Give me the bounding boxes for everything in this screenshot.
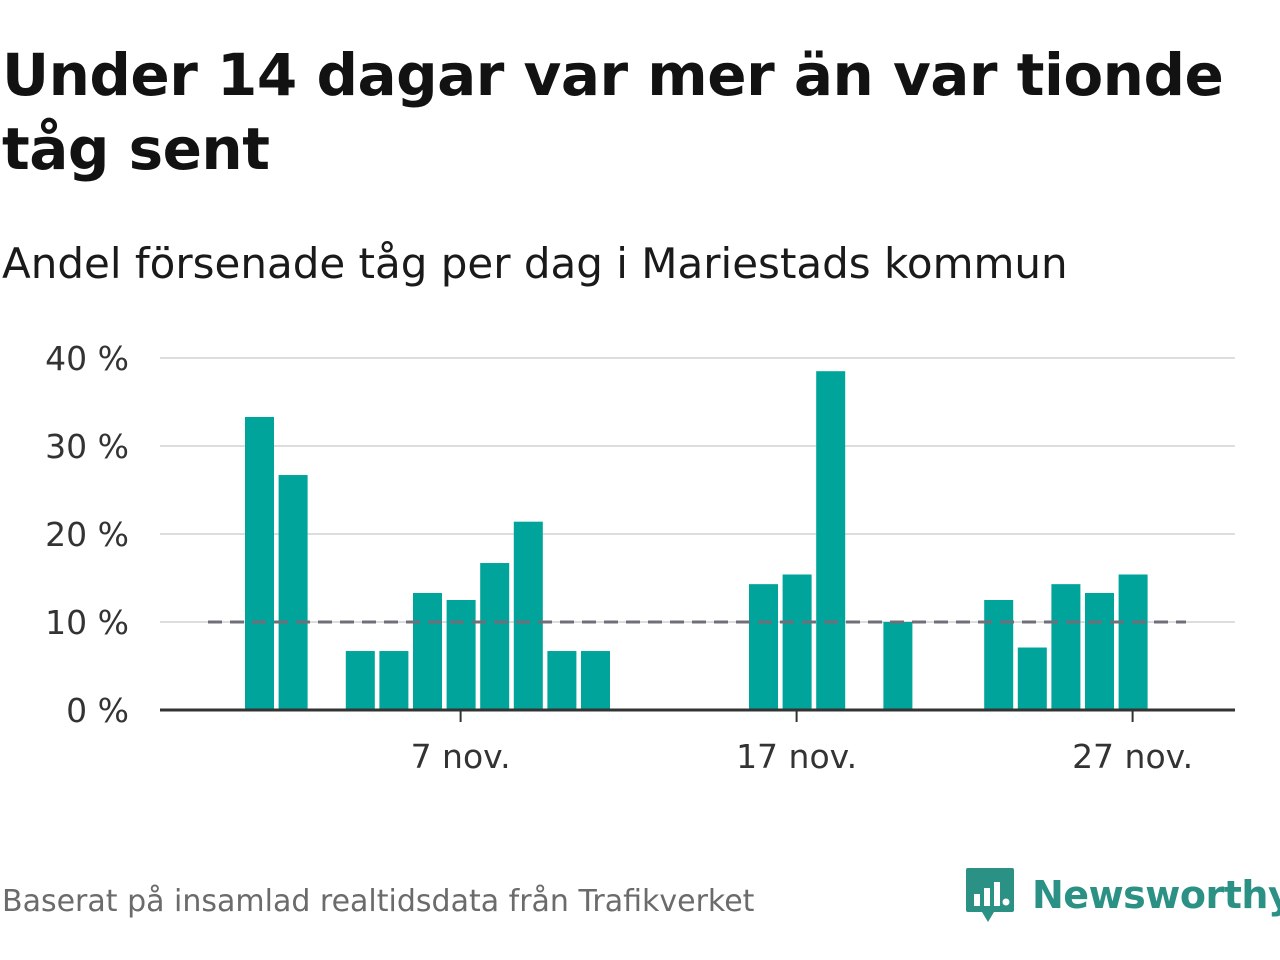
bar: [782, 574, 812, 710]
chart-title: Under 14 dagar var mer än var tionde tåg…: [2, 41, 1224, 183]
bar: [749, 584, 778, 710]
newsworthy-logo-icon: [966, 868, 1014, 922]
bar-chart: 0 % 10 % 20 % 30 % 40 % 7 nov. 17 nov. 27 nov.: [45, 339, 1235, 776]
x-tick-label: 27 nov.: [1072, 737, 1193, 776]
gridlines: [160, 357, 1235, 623]
bars: [245, 371, 1148, 710]
y-tick-label: 0 %: [66, 691, 129, 730]
bar: [984, 600, 1014, 710]
y-tick-label: 10 %: [45, 603, 129, 642]
bar: [1118, 574, 1148, 710]
bar: [581, 651, 610, 710]
bar: [1051, 584, 1081, 710]
bar: [413, 592, 442, 710]
bar: [345, 651, 375, 710]
bar: [1017, 647, 1047, 710]
y-tick-label: 30 %: [45, 427, 129, 466]
y-tick-label: 20 %: [45, 515, 129, 554]
bar: [547, 651, 577, 710]
bar: [816, 371, 846, 710]
x-axis: 7 nov. 17 nov. 27 nov.: [160, 708, 1235, 776]
bar: [379, 651, 409, 710]
brand-logo: Newsworthy: [964, 864, 1280, 926]
bar: [883, 622, 913, 710]
y-tick-label: 40 %: [45, 339, 129, 378]
bar: [1085, 592, 1114, 710]
bar: [245, 416, 274, 710]
y-axis-labels: 0 % 10 % 20 % 30 % 40 %: [45, 339, 129, 730]
brand-name: Newsworthy: [1032, 873, 1280, 917]
bar: [278, 475, 308, 710]
bar: [446, 600, 476, 710]
source-note: Baserat på insamlad realtidsdata från Tr…: [2, 884, 755, 919]
bar: [513, 521, 543, 710]
x-tick-label: 7 nov.: [411, 737, 511, 776]
bar: [480, 563, 510, 710]
x-tick-label: 17 nov.: [736, 737, 857, 776]
chart-subtitle: Andel försenade tåg per dag i Mariestads…: [2, 239, 1068, 288]
